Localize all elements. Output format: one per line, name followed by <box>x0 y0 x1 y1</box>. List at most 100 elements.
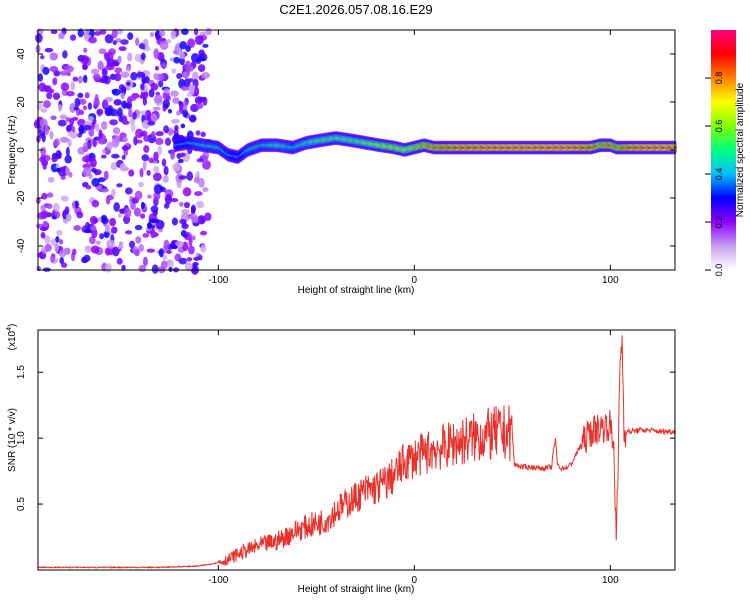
noise-speckle <box>55 167 62 173</box>
noise-speckle <box>179 57 185 66</box>
noise-speckle <box>100 154 107 159</box>
noise-speckle <box>176 73 183 79</box>
noise-speckle <box>148 88 155 98</box>
noise-speckle <box>114 67 123 74</box>
snr-y-tick-label: 1.0 <box>16 431 27 445</box>
noise-speckle <box>84 228 91 234</box>
noise-speckle <box>40 204 46 211</box>
noise-speckle <box>57 119 67 127</box>
snr-x-ticks: -100 0 100 <box>208 330 619 586</box>
noise-speckle <box>52 77 58 86</box>
noise-speckle <box>150 205 159 213</box>
noise-speckle <box>179 51 186 60</box>
noise-speckle <box>82 166 92 177</box>
noise-speckle <box>184 261 193 272</box>
noise-speckle <box>95 240 101 245</box>
noise-speckle <box>58 239 64 245</box>
noise-speckle <box>127 32 134 40</box>
noise-speckle <box>76 211 84 219</box>
noise-speckle <box>151 130 156 139</box>
noise-speckle <box>90 225 97 231</box>
noise-speckle <box>140 52 146 61</box>
noise-speckle <box>139 168 144 178</box>
noise-speckle <box>120 39 129 45</box>
noise-speckle <box>124 230 133 235</box>
noise-speckle <box>44 125 50 136</box>
noise-speckle <box>84 245 92 253</box>
noise-speckle <box>49 65 59 72</box>
colorbar-tick-label: 0.8 <box>714 72 724 85</box>
spectrogram-x-axis-label: Height of straight line (km) <box>298 285 415 296</box>
noise-speckle <box>97 60 104 71</box>
noise-speckle <box>199 217 204 225</box>
spectrogram-heatmap <box>33 27 677 275</box>
noise-speckle <box>60 195 69 202</box>
noise-speckle <box>199 230 208 236</box>
noise-speckle <box>153 72 159 80</box>
noise-speckle <box>142 232 150 238</box>
spectrogram-x-ticks: -100 0 100 <box>208 30 619 286</box>
noise-speckle <box>146 170 151 176</box>
noise-speckle <box>51 155 58 163</box>
noise-speckle <box>110 226 118 234</box>
noise-speckle <box>196 200 205 209</box>
noise-speckle <box>142 161 147 171</box>
noise-speckle <box>78 98 87 105</box>
colorbar-ticks: 0.0 0.2 0.4 0.6 0.8 <box>705 72 724 276</box>
noise-speckle <box>130 72 138 81</box>
snr-axes <box>37 329 676 571</box>
noise-speckle <box>172 49 178 55</box>
noise-speckle <box>191 216 199 224</box>
noise-speckle <box>148 218 158 223</box>
noise-speckle <box>194 96 203 105</box>
noise-speckle <box>194 35 204 46</box>
noise-speckle <box>50 29 58 35</box>
noise-speckle <box>175 110 181 116</box>
noise-speckle <box>197 56 206 62</box>
noise-speckle <box>140 83 145 91</box>
noise-speckle <box>154 94 163 104</box>
noise-speckle <box>153 151 159 162</box>
noise-speckle <box>60 82 70 91</box>
noise-speckle <box>191 235 196 241</box>
noise-speckle <box>198 49 205 57</box>
noise-speckle <box>49 130 54 140</box>
noise-speckle <box>120 92 125 100</box>
noise-speckle <box>68 171 73 178</box>
noise-speckle <box>43 100 51 109</box>
noise-speckle <box>170 30 177 40</box>
noise-speckle <box>88 36 97 44</box>
snr-y-tick-label: 0.5 <box>16 497 27 511</box>
noise-speckle <box>163 165 169 176</box>
noise-speckle <box>155 137 164 146</box>
noise-speckle <box>104 34 114 44</box>
noise-speckle <box>183 201 191 209</box>
noise-speckle <box>141 130 148 137</box>
noise-speckle <box>114 99 120 106</box>
noise-speckle <box>59 114 68 120</box>
spectrogram-x-tick-label: 100 <box>602 275 619 286</box>
noise-speckle <box>133 207 141 217</box>
noise-speckle <box>150 82 159 91</box>
noise-speckle <box>69 103 76 114</box>
noise-speckle <box>121 145 129 151</box>
noise-speckle <box>52 92 61 100</box>
noise-speckle <box>179 218 187 225</box>
noise-speckle <box>104 262 112 273</box>
noise-speckle <box>91 200 100 208</box>
noise-speckle <box>170 198 179 203</box>
snr-x-tick-label: 0 <box>412 575 418 586</box>
noise-speckle <box>64 167 71 176</box>
noise-speckle <box>39 156 46 163</box>
noise-speckle <box>179 41 188 50</box>
noise-speckle <box>188 78 194 83</box>
noise-speckle <box>59 70 69 76</box>
noise-speckle <box>53 70 60 77</box>
noise-speckle <box>140 201 145 210</box>
noise-speckle <box>64 65 74 73</box>
noise-speckle <box>90 245 100 254</box>
spectrogram-y-ticks: -40 -20 0 20 40 <box>16 48 675 253</box>
noise-speckle <box>167 259 174 269</box>
noise-speckle <box>162 99 170 109</box>
